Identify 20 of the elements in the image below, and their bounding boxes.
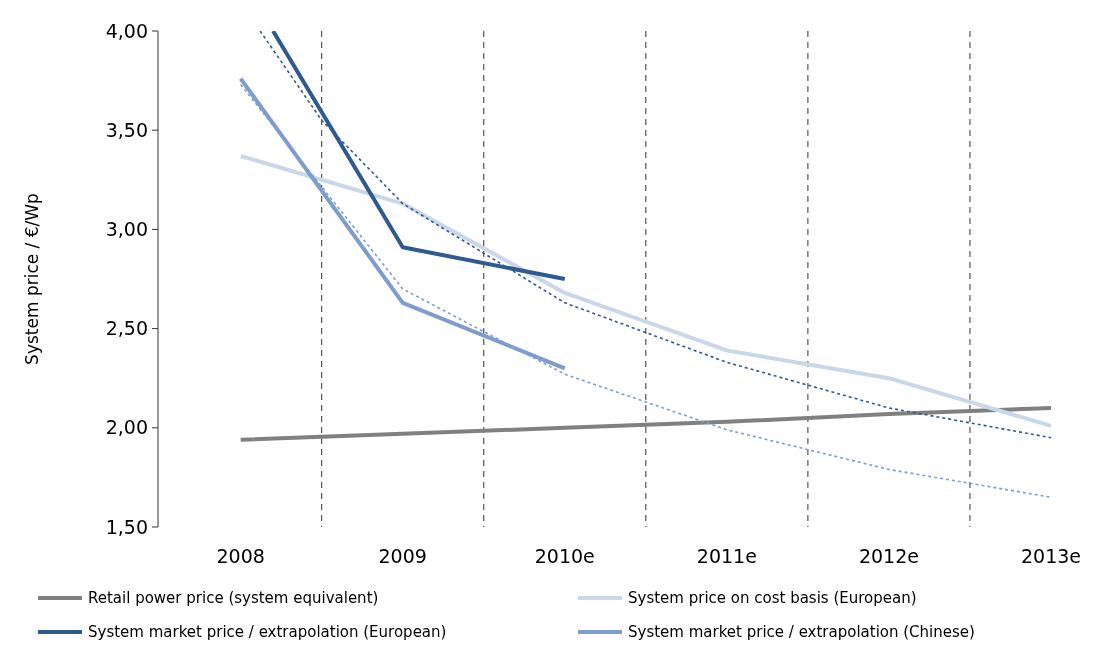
y-tick-label: 4,00 [105,19,148,42]
y-tick-label: 2,00 [105,416,148,439]
y-tick-label: 3,00 [105,218,148,241]
line-series [238,405,1053,442]
y-tick-label: 2,50 [105,317,148,340]
legend-label: System market price / extrapolation (European) [88,623,447,642]
x-tick-label: 2011e [696,545,757,567]
x-tick-label: 2013e [1020,545,1082,567]
legend-label: Retail power price (system equivalent) [88,589,379,608]
line-series [238,153,1053,428]
y-tick-label: 1,50 [105,515,148,538]
x-tick-label: 2012e [858,545,919,567]
x-tick-label: 2010e [534,545,595,567]
x-tick-label: 2008 [216,545,265,567]
y-axis-title: System price / €/Wp [22,193,42,365]
y-tick-label: 3,50 [105,118,148,141]
line-series [259,31,1052,439]
legend-label: System market price / extrapolation (Chinese) [628,623,975,642]
legend-label: System price on cost basis (European) [628,589,917,608]
x-tick-label: 2009 [378,545,427,567]
